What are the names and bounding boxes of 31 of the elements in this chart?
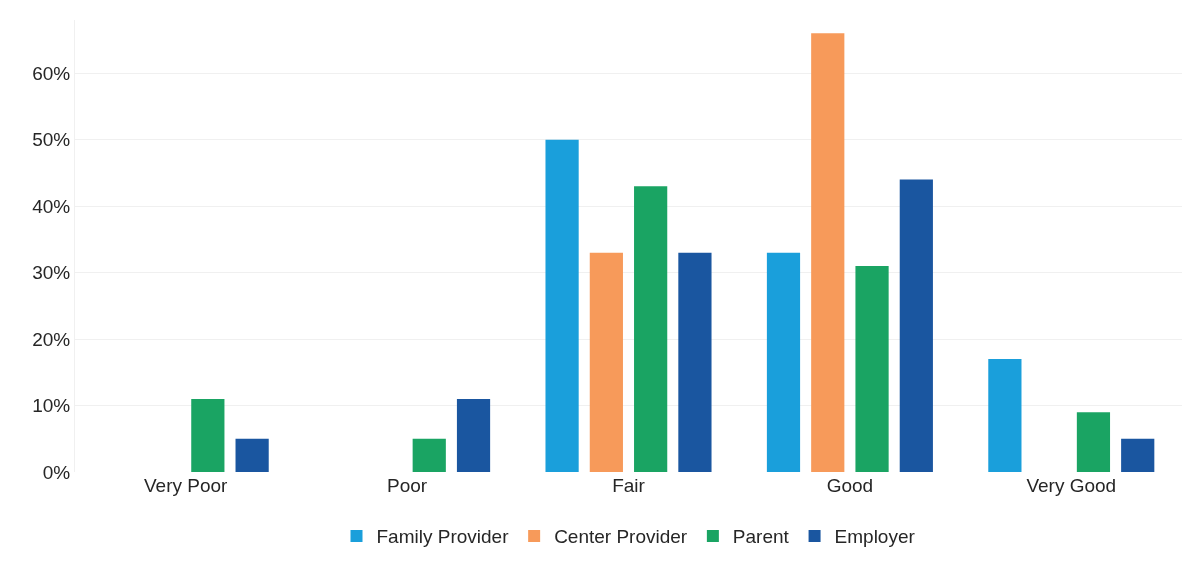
x-tick-label: Very Good — [1026, 475, 1117, 496]
bar — [634, 186, 668, 472]
bar — [1076, 412, 1111, 472]
y-tick-label: 40% — [32, 195, 71, 217]
bar — [988, 359, 1022, 472]
bar — [1121, 438, 1155, 472]
x-tick-label: Fair — [612, 475, 646, 496]
bar — [412, 438, 446, 472]
legend-label: Center Provider — [554, 526, 688, 548]
legend-label: Employer — [834, 526, 916, 548]
y-tick-label: 60% — [32, 62, 71, 84]
legend-label: Family Provider — [376, 526, 510, 548]
bar — [811, 33, 845, 472]
bar — [766, 252, 801, 472]
bar — [545, 139, 579, 472]
x-tick-label: Very Poor — [143, 475, 229, 496]
y-tick-label: 50% — [32, 129, 71, 151]
y-tick-label: 0% — [42, 461, 71, 483]
bar — [855, 265, 889, 472]
y-tick-label: 30% — [32, 262, 71, 284]
x-tick-label: Poor — [387, 475, 428, 496]
bar — [899, 179, 933, 472]
x-tick-label: Good — [826, 475, 874, 496]
bar — [456, 398, 491, 472]
bar — [191, 398, 225, 472]
legend-label: Parent — [732, 526, 790, 548]
bar — [589, 252, 623, 472]
y-tick-label: 10% — [32, 395, 71, 417]
bar — [235, 438, 269, 472]
bar — [678, 252, 712, 472]
y-tick-label: 20% — [32, 328, 71, 350]
